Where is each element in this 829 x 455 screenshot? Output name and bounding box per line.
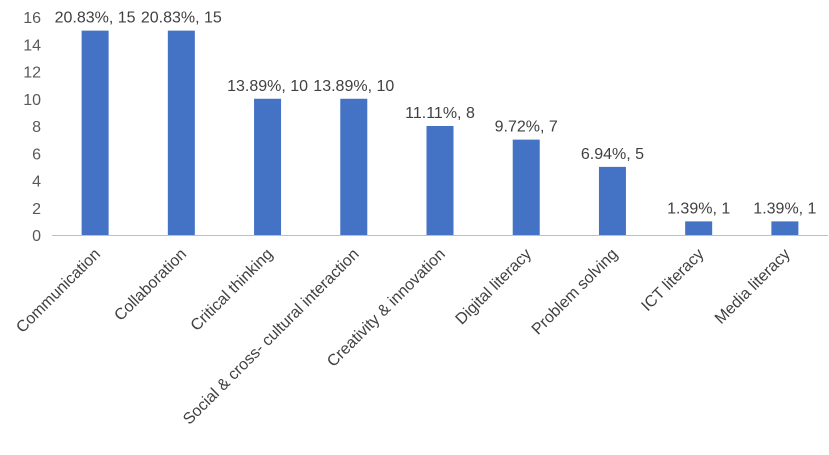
y-axis-ticks: 0 2 4 6 8 10 12 14 16: [23, 10, 41, 245]
data-label: 1.39%, 1: [667, 200, 730, 217]
category-label: Social & cross- cultural interaction: [180, 246, 362, 428]
data-labels-group: 20.83%, 15 20.83%, 15 13.89%, 10 13.89%, 10…: [55, 10, 817, 218]
y-tick-label: 8: [32, 119, 41, 136]
bar: [340, 98, 368, 235]
y-tick-label: 14: [23, 37, 41, 54]
bar: [598, 166, 626, 235]
data-label: 9.72%, 7: [495, 119, 558, 136]
y-tick-label: 12: [23, 65, 41, 82]
category-label: Collaboration: [111, 246, 190, 325]
bar: [81, 30, 109, 235]
data-label: 13.89%, 10: [313, 78, 394, 95]
y-tick-label: 16: [23, 10, 41, 27]
category-label: Critical thinking: [188, 246, 277, 335]
data-label: 20.83%, 15: [55, 10, 136, 27]
bar: [254, 98, 282, 235]
category-label: ICT literacy: [638, 246, 707, 315]
y-tick-label: 2: [32, 201, 41, 218]
bars-group: [81, 30, 799, 235]
y-tick-label: 6: [32, 146, 41, 163]
data-label: 11.11%, 8: [405, 105, 475, 122]
data-label: 20.83%, 15: [141, 10, 222, 27]
y-tick-label: 4: [32, 174, 41, 191]
data-label: 1.39%, 1: [753, 200, 816, 217]
category-label: Digital literacy: [453, 246, 535, 328]
bar: [685, 221, 713, 235]
y-tick-label: 0: [32, 228, 41, 245]
bar: [167, 30, 195, 235]
data-label: 6.94%, 5: [581, 146, 644, 163]
bar: [426, 126, 454, 235]
category-label: Problem solving: [529, 246, 622, 339]
y-tick-label: 10: [23, 92, 41, 109]
data-label: 13.89%, 10: [227, 78, 308, 95]
category-label: Media literacy: [712, 246, 794, 328]
category-label: Communication: [13, 246, 104, 337]
bar: [771, 221, 799, 235]
bar: [512, 139, 540, 235]
